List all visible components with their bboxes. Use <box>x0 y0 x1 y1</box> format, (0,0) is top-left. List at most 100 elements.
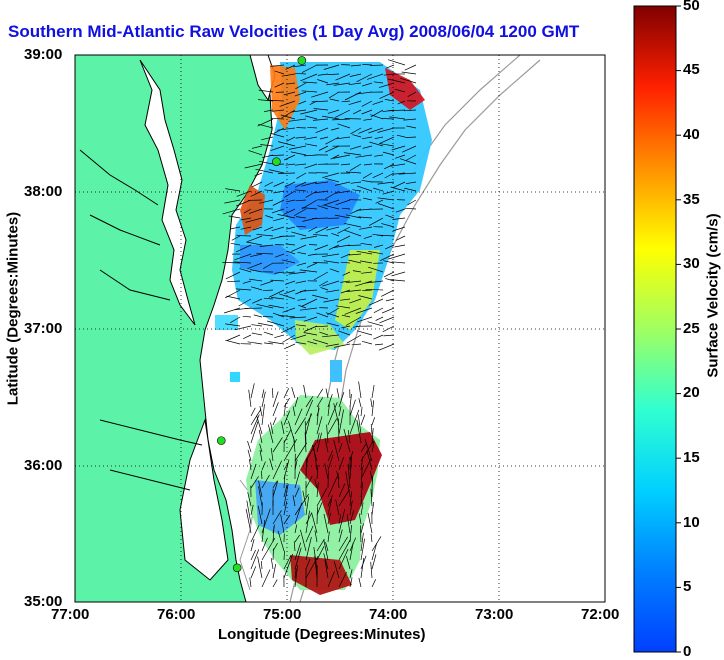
y-axis-label: Latitude (Degrees:Minutes) <box>5 204 22 414</box>
velocity-vector <box>372 385 374 398</box>
map-title: Southern Mid-Atlantic Raw Velocities (1 … <box>8 22 579 42</box>
velocity-vector <box>261 561 262 569</box>
velocity-vector <box>352 344 361 345</box>
velocity-vector <box>383 326 394 332</box>
velocity-vector <box>250 578 251 587</box>
velocity-vector <box>382 308 394 313</box>
velocity-vector <box>273 564 276 578</box>
velocity-vector <box>274 335 284 338</box>
velocity-vector <box>251 408 255 416</box>
radar-station-marker <box>217 437 225 445</box>
velocity-vector <box>359 398 361 407</box>
velocity-vector <box>376 317 383 321</box>
velocity-vector <box>395 245 406 247</box>
velocity-vector <box>371 562 372 578</box>
colorbar-tick-label: 20 <box>683 384 700 401</box>
colorbar-tick-label: 10 <box>683 514 700 531</box>
velocity-vector <box>243 335 251 339</box>
velocity-vector <box>272 388 273 398</box>
radar-station-marker <box>233 564 241 572</box>
land-mass <box>75 55 272 602</box>
velocity-vector <box>384 272 394 277</box>
velocity-vector <box>405 65 416 70</box>
velocity-vector <box>297 128 307 129</box>
velocity-vector <box>383 335 394 336</box>
colorbar-tick-label: 25 <box>683 320 700 337</box>
velocity-vector <box>362 341 372 344</box>
velocity-vector <box>224 308 240 313</box>
velocity-vector <box>374 308 383 313</box>
colorbar-label: Surface Velocity (cm/s) <box>705 181 722 411</box>
velocity-vector <box>359 382 361 398</box>
velocity-vector <box>405 208 416 209</box>
velocity-vector <box>382 119 394 120</box>
velocity-vector <box>245 308 262 309</box>
x-axis-label: Longitude (Degrees:Minutes) <box>218 626 426 643</box>
x-tick-label: 75:00 <box>263 606 301 623</box>
radar-station-marker <box>272 158 280 166</box>
y-tick-label: 36:00 <box>24 457 62 474</box>
colorbar-tick-label: 45 <box>683 61 700 78</box>
velocity-vector <box>273 549 274 561</box>
velocity-vector <box>388 254 405 259</box>
velocity-vector <box>372 417 375 425</box>
colorbar-tick-label: 5 <box>683 578 691 595</box>
velocity-vector <box>317 507 318 525</box>
velocity-vector <box>371 534 372 542</box>
velocity-vector <box>361 556 366 569</box>
velocity-vector <box>306 459 307 480</box>
x-tick-label: 73:00 <box>475 606 513 623</box>
velocity-vector <box>337 388 339 398</box>
velocity-vector <box>252 325 263 326</box>
velocity-patch-isolated <box>230 372 240 382</box>
y-tick-label: 37:00 <box>24 320 62 337</box>
velocity-vector <box>227 335 240 341</box>
velocity-vector <box>313 263 328 264</box>
velocity-vector <box>251 383 254 398</box>
velocity-vector <box>292 387 295 398</box>
velocity-vector <box>254 315 262 317</box>
velocity-vector <box>225 340 240 344</box>
x-tick-label: 74:00 <box>369 606 407 623</box>
velocity-vector <box>264 332 273 335</box>
velocity-vector <box>372 400 374 416</box>
velocity-vector <box>388 60 405 65</box>
velocity-vector <box>373 335 383 339</box>
velocity-vector <box>262 570 270 587</box>
velocity-vector <box>273 417 276 425</box>
velocity-patch-isolated <box>330 360 342 382</box>
x-tick-label: 72:00 <box>581 606 619 623</box>
colorbar-ticks <box>676 6 681 652</box>
velocity-vector <box>249 390 251 407</box>
velocity-vector <box>309 245 317 246</box>
velocity-vector <box>381 290 394 296</box>
velocity-vector <box>361 407 362 416</box>
velocity-vector <box>326 389 328 398</box>
x-tick-label: 76:00 <box>157 606 195 623</box>
velocity-patch-cyan-south <box>215 315 238 330</box>
velocity-vector <box>262 404 265 425</box>
y-tick-label: 39:00 <box>24 46 62 63</box>
velocity-vector <box>252 333 262 335</box>
velocity-vector <box>273 580 277 587</box>
velocity-vector <box>371 424 372 434</box>
velocity-vector <box>375 344 383 345</box>
velocity-vector <box>345 119 361 120</box>
velocity-vector <box>371 399 372 407</box>
velocity-vector <box>251 566 256 578</box>
velocity-vector <box>284 388 289 398</box>
colorbar-tick-label: 15 <box>683 449 700 466</box>
velocity-vector <box>368 513 372 533</box>
y-tick-label: 35:00 <box>24 593 62 610</box>
velocity-vector <box>278 173 295 174</box>
velocity-vector <box>258 557 262 579</box>
velocity-vector <box>372 502 374 515</box>
velocity-vector <box>284 344 295 349</box>
velocity-vector <box>357 331 372 335</box>
colorbar-tick-label: 35 <box>683 191 700 208</box>
velocity-vector <box>260 406 262 416</box>
velocity-vector <box>237 236 252 237</box>
colorbar-tick-label: 30 <box>683 255 700 272</box>
velocity-vector <box>361 415 365 425</box>
